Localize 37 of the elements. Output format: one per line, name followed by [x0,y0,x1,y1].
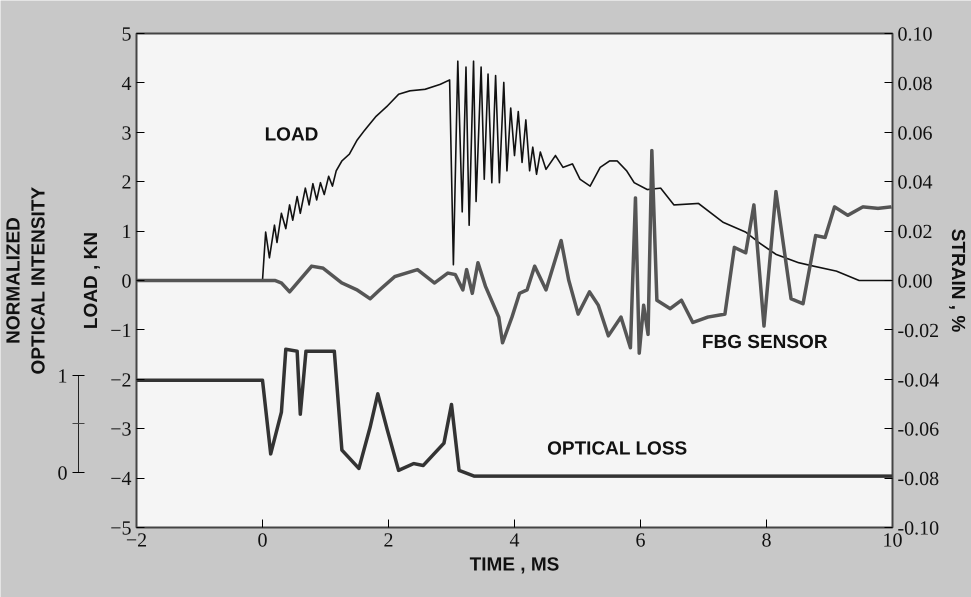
y-tick-label: 4 [122,72,132,95]
y2-tick-label: 0.10 [898,24,932,46]
y2-tick-label: 0.08 [898,72,932,95]
x-tick-label: 2 [384,530,394,552]
y2-tick-label: -0.06 [898,418,940,441]
y2-tick-label: -0.08 [898,468,940,490]
y-tick-label: −4 [110,468,132,490]
line-series [136,148,892,355]
y-tick-label: 2 [122,172,132,194]
y-tick-label: 1 [122,221,132,244]
x-axis-title: TIME , MS [470,554,560,576]
y3-tick-label: 1 [58,365,68,388]
x-tick-label: 6 [636,530,646,552]
x-tick-label: 4 [510,530,520,552]
y3-tick-label: 0 [58,462,68,484]
y2-axis-title: STRAIN , % [947,228,968,332]
annotation: FBG SENSOR [702,332,828,354]
y3-axis-title: NORMALIZED OPTICAL INTENSITY [3,186,50,374]
y2-tick-label: 0.04 [898,172,932,194]
y2-tick-label: 0.02 [898,221,932,244]
line-series [262,60,892,282]
x-tick-label: 8 [762,530,772,552]
y-tick-label: 3 [122,122,132,144]
y-tick-label: −2 [110,369,132,392]
y2-tick-label: 0.06 [898,122,932,144]
y-tick-label: 5 [122,24,132,46]
y2-tick-label: -0.04 [898,369,940,392]
y-tick-label: −3 [110,418,132,441]
line-series [136,348,892,478]
y-tick-label: 0 [122,270,132,292]
y-tick-label: −1 [110,320,132,342]
annotation: LOAD [264,124,318,146]
y2-tick-label: 0.00 [898,270,932,292]
y-axis-title: LOAD , KN [81,232,102,330]
x-tick-label: 0 [258,530,268,552]
y2-tick-label: -0.02 [898,320,940,342]
annotation: OPTICAL LOSS [547,438,688,460]
